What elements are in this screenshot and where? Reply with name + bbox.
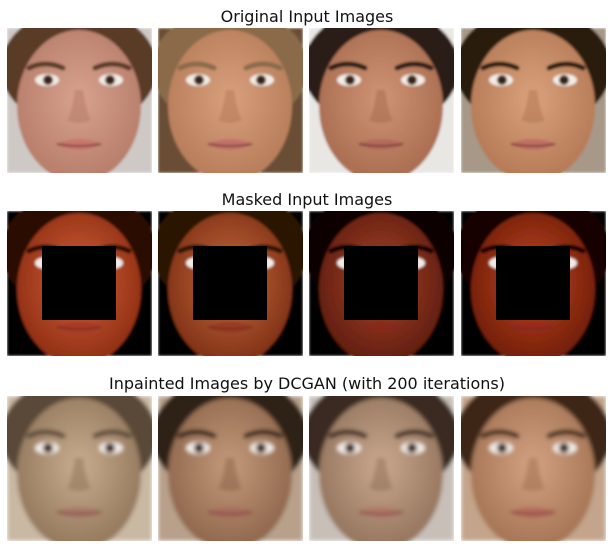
inpainted-face-image — [7, 396, 152, 541]
row-title-masked: Masked Input Images — [221, 190, 393, 209]
face-drawing — [158, 28, 303, 173]
row-title-original: Original Input Images — [220, 7, 394, 26]
masked-face-image — [309, 211, 454, 356]
face-drawing — [7, 28, 152, 173]
masked-face-image — [7, 211, 152, 356]
center-mask — [42, 246, 116, 320]
face-image — [309, 28, 454, 173]
face-drawing — [309, 28, 454, 173]
face-image — [158, 28, 303, 173]
inpainted-face-image — [461, 396, 606, 541]
face-image — [461, 28, 606, 173]
face-drawing — [309, 396, 454, 541]
center-mask — [496, 246, 570, 320]
face-drawing — [461, 28, 606, 173]
row-title-inpainted: Inpainted Images by DCGAN (with 200 iter… — [109, 374, 505, 393]
inpainted-face-image — [309, 396, 454, 541]
face-drawing — [461, 396, 606, 541]
masked-face-image — [461, 211, 606, 356]
face-image — [7, 28, 152, 173]
masked-face-image — [158, 211, 303, 356]
face-drawing — [7, 396, 152, 541]
center-mask — [344, 246, 418, 320]
center-mask — [193, 246, 267, 320]
face-drawing — [158, 396, 303, 541]
inpainted-face-image — [158, 396, 303, 541]
